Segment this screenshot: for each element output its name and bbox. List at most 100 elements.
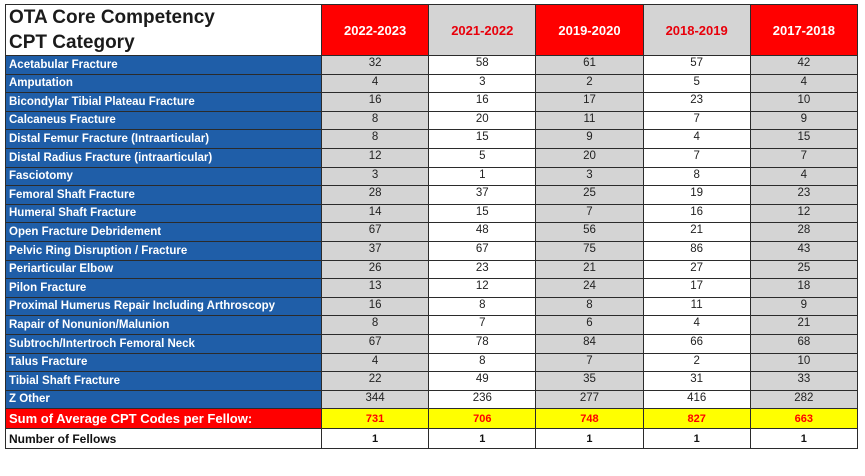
value-cell: 48 [428,222,537,242]
category-cell: Calcaneus Fracture [5,110,322,131]
table-row: Acetabular Fracture 32 58 61 57 42 [5,55,858,75]
value-cell: 9 [749,296,858,317]
value-cell: 43 [749,240,858,261]
value-cell: 13 [320,278,430,298]
value-cell: 7 [535,352,644,373]
table-row: Rapair of Nonunion/Malunion 8 7 6 4 21 [5,315,858,335]
value-cell: 26 [320,259,430,280]
table-row: Femoral Shaft Fracture 28 37 25 19 23 [5,185,858,205]
table-row: Amputation 4 3 2 5 4 [5,73,858,94]
value-cell: 10 [749,352,858,373]
value-cell: 75 [535,240,644,261]
value-cell: 35 [535,371,644,391]
value-cell: 7 [642,110,751,131]
value-cell: 32 [320,55,430,75]
value-cell: 15 [428,203,537,224]
value-cell: 58 [428,55,537,75]
fellows-value: 1 [642,428,751,450]
table-row: Distal Femur Fracture (Intraarticular) 8 1… [5,129,858,149]
value-cell: 15 [428,129,537,149]
table-row: Bicondylar Tibial Plateau Fracture 16 16 17… [5,92,858,112]
table-row: Calcaneus Fracture 8 20 11 7 9 [5,110,858,131]
value-cell: 8 [428,352,537,373]
value-cell: 10 [749,92,858,112]
value-cell: 4 [642,129,751,149]
value-cell: 21 [535,259,644,280]
value-cell: 4 [320,73,430,94]
value-cell: 28 [749,222,858,242]
value-cell: 33 [749,371,858,391]
value-cell: 6 [535,315,644,335]
value-cell: 8 [320,315,430,335]
category-cell: Acetabular Fracture [5,55,322,75]
value-cell: 84 [535,333,644,354]
value-cell: 8 [320,129,430,149]
fellows-value: 1 [320,428,430,450]
value-cell: 24 [535,278,644,298]
fellows-value: 1 [749,428,858,450]
table-title-line-2: CPT Category [9,32,135,53]
value-cell: 86 [642,240,751,261]
value-cell: 416 [642,389,751,410]
value-cell: 14 [320,203,430,224]
value-cell: 23 [642,92,751,112]
category-cell: Humeral Shaft Fracture [5,203,322,224]
category-cell: Subtroch/Intertroch Femoral Neck [5,333,322,354]
value-cell: 17 [535,92,644,112]
category-cell: Periarticular Elbow [5,259,322,280]
table-row: Subtroch/Intertroch Femoral Neck 67 78 84 66… [5,333,858,354]
value-cell: 1 [428,166,537,187]
value-cell: 4 [642,315,751,335]
value-cell: 18 [749,278,858,298]
year-header: 2018-2019 [642,4,751,56]
value-cell: 20 [535,147,644,168]
cpt-table-container: OTA Core Competency CPT Category 2022-20… [5,4,858,450]
value-cell: 12 [320,147,430,168]
table-row: Proximal Humerus Repair Including Arthro… [5,296,858,317]
table-row: Periarticular Elbow 26 23 21 27 25 [5,259,858,280]
category-cell: Amputation [5,73,322,94]
summary-value: 827 [642,408,751,430]
summary-value: 731 [320,408,430,430]
cpt-competency-table: OTA Core Competency CPT Category 2022-20… [5,4,858,450]
value-cell: 67 [320,222,430,242]
header-row: OTA Core Competency CPT Category 2022-20… [5,4,858,56]
value-cell: 31 [642,371,751,391]
year-header: 2017-2018 [749,4,858,56]
value-cell: 25 [535,185,644,205]
category-cell: Pelvic Ring Disruption / Fracture [5,240,322,261]
value-cell: 22 [320,371,430,391]
value-cell: 37 [320,240,430,261]
category-cell: Proximal Humerus Repair Including Arthro… [5,296,322,317]
category-cell: Distal Femur Fracture (Intraarticular) [5,129,322,149]
fellows-value: 1 [428,428,537,450]
value-cell: 3 [428,73,537,94]
value-cell: 4 [320,352,430,373]
fellows-value: 1 [535,428,644,450]
summary-value: 706 [428,408,537,430]
value-cell: 66 [642,333,751,354]
value-cell: 4 [749,166,858,187]
value-cell: 7 [749,147,858,168]
value-cell: 16 [320,296,430,317]
value-cell: 5 [428,147,537,168]
category-cell: Rapair of Nonunion/Malunion [5,315,322,335]
table-row: Talus Fracture 4 8 7 2 10 [5,352,858,373]
value-cell: 3 [535,166,644,187]
fellows-row: Number of Fellows 1 1 1 1 1 [5,428,858,450]
category-cell: Tibial Shaft Fracture [5,371,322,391]
table-row: Tibial Shaft Fracture 22 49 35 31 33 [5,371,858,391]
table-title: OTA Core Competency CPT Category [5,4,322,56]
value-cell: 78 [428,333,537,354]
value-cell: 236 [428,389,537,410]
value-cell: 56 [535,222,644,242]
value-cell: 15 [749,129,858,149]
value-cell: 9 [535,129,644,149]
value-cell: 37 [428,185,537,205]
value-cell: 12 [749,203,858,224]
value-cell: 5 [642,73,751,94]
value-cell: 9 [749,110,858,131]
value-cell: 16 [320,92,430,112]
table-row: Fasciotomy 3 1 3 8 4 [5,166,858,187]
summary-row: Sum of Average CPT Codes per Fellow: 731… [5,408,858,430]
